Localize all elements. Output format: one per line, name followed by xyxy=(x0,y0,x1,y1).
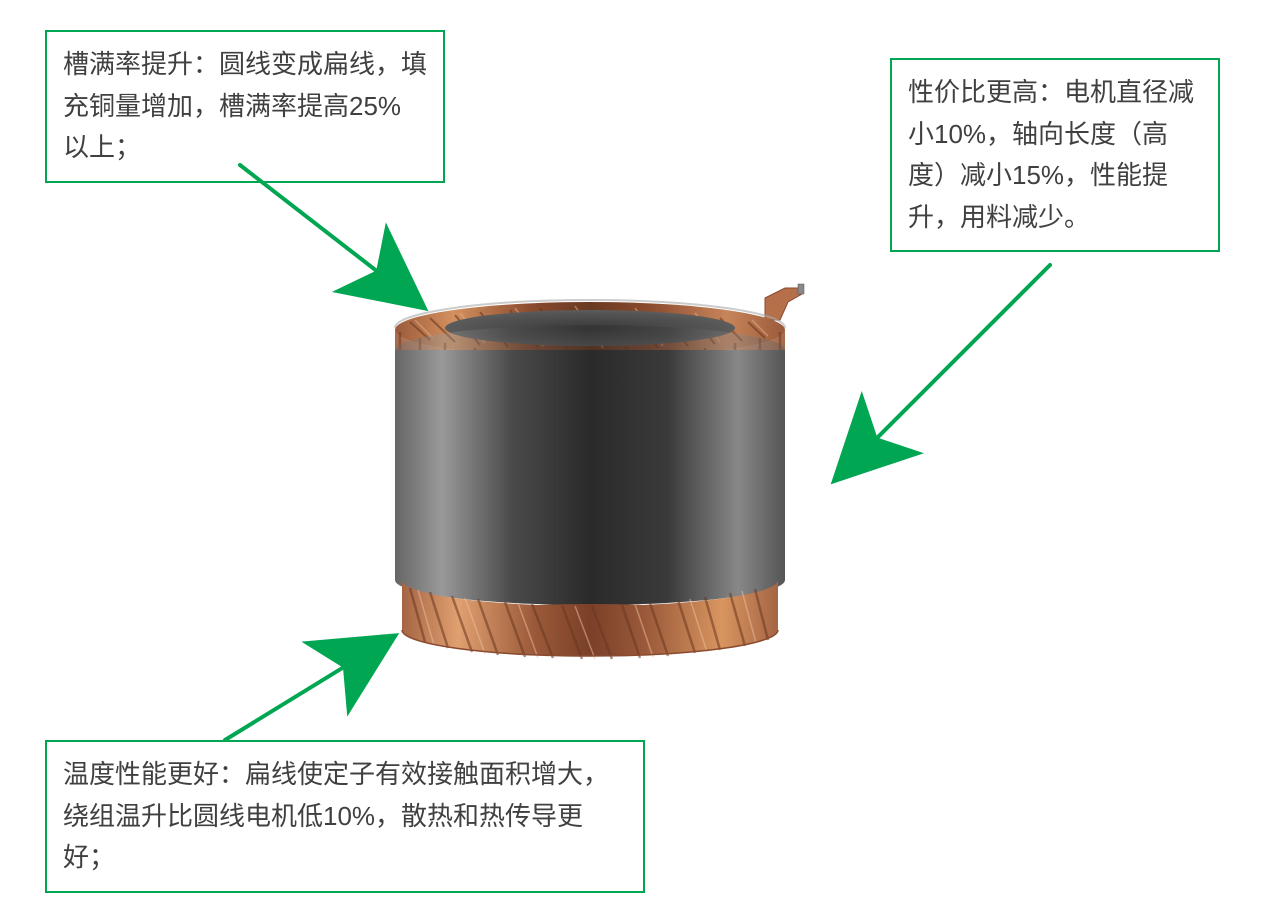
callout-top-right: 性价比更高：电机直径减小10%，轴向长度（高度）减小15%，性能提升，用料减少。 xyxy=(890,58,1220,252)
connector-tab xyxy=(765,284,804,320)
motor-illustration xyxy=(370,280,810,670)
motor-svg xyxy=(370,280,810,670)
callout-bottom: 温度性能更好：扁线使定子有效接触面积增大，绕组温升比圆线电机低10%，散热和热传… xyxy=(45,740,645,893)
motor-body xyxy=(395,325,785,605)
callout-text: 槽满率提升：圆线变成扁线，填充铜量增加，槽满率提高25%以上； xyxy=(63,49,427,162)
callout-text: 性价比更高：电机直径减小10%，轴向长度（高度）减小15%，性能提升，用料减少。 xyxy=(908,77,1194,232)
callout-top-left: 槽满率提升：圆线变成扁线，填充铜量增加，槽满率提高25%以上； xyxy=(45,30,445,183)
callout-text: 温度性能更好：扁线使定子有效接触面积增大，绕组温升比圆线电机低10%，散热和热传… xyxy=(63,759,609,872)
